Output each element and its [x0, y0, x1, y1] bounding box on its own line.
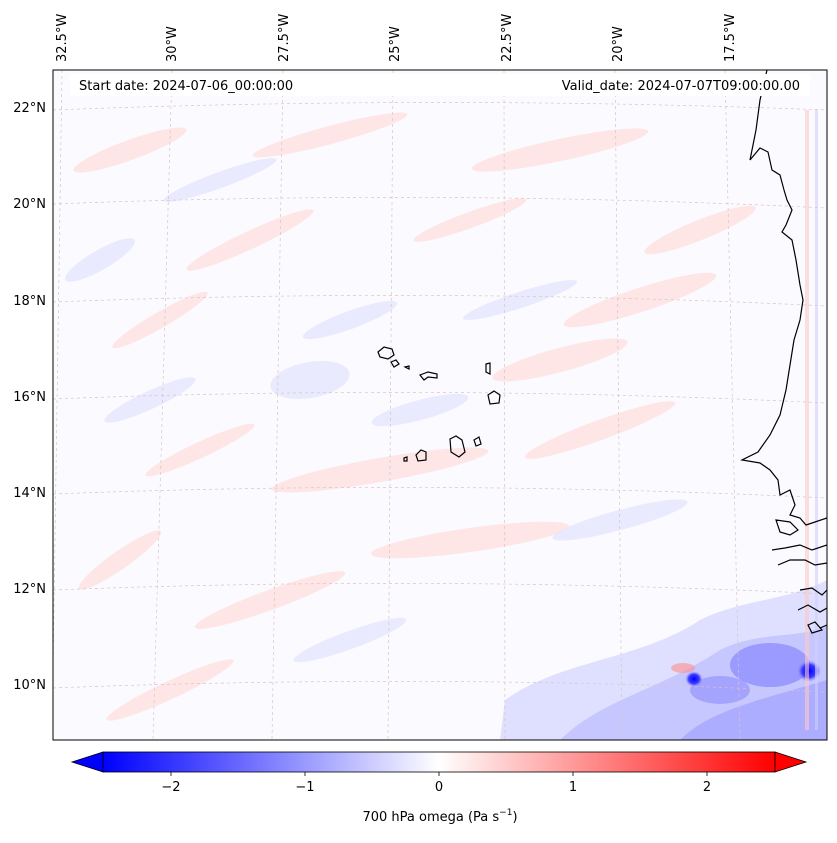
lat-label-12n: 12°N — [13, 582, 46, 597]
colorbar-max-extend — [774, 751, 808, 773]
lat-label-16n: 16°N — [13, 390, 46, 405]
colorbar: −2 −1 0 1 2 700 hPa omega (Pa s−1) — [70, 751, 808, 825]
longitude-labels: 32.5°W 30°W 27.5°W 25°W 22.5°W 20°W 17.5… — [55, 14, 738, 62]
africa-coastline — [740, 70, 827, 634]
lon-label-27-5w: 27.5°W — [277, 14, 292, 62]
lat-label-18n: 18°N — [13, 294, 46, 309]
colorbar-label-main: 700 hPa omega (Pa s — [362, 810, 499, 825]
latitude-gridlines — [53, 102, 827, 693]
colorbar-gradient — [102, 751, 776, 773]
colorbar-tick-1: 1 — [569, 780, 577, 795]
colorbar-label-superscript: −1 — [499, 808, 512, 818]
start-date-label: Start date: 2024-07-06_00:00:00 — [79, 79, 293, 94]
valid-date-label: Valid_date: 2024-07-07T09:00:00.00 — [562, 79, 800, 94]
lon-label-22-5w: 22.5°W — [500, 14, 515, 62]
omega-field — [53, 70, 827, 740]
colorbar-label: 700 hPa omega (Pa s−1) — [362, 808, 517, 825]
latitude-labels: 22°N 20°N 18°N 16°N 14°N 12°N 10°N — [13, 101, 46, 693]
lon-label-30w: 30°W — [165, 26, 180, 62]
low-omega-band — [500, 580, 827, 740]
colorbar-tick-0: 0 — [435, 780, 443, 795]
cape-verde-islands — [377, 346, 501, 462]
longitude-gridlines — [53, 70, 741, 740]
lat-label-22n: 22°N — [13, 101, 46, 116]
lon-label-20w: 20°W — [611, 26, 626, 62]
colorbar-tick-neg1: −1 — [295, 780, 314, 795]
date-banner — [70, 74, 810, 96]
lon-label-25w: 25°W — [388, 26, 403, 62]
lat-label-10n: 10°N — [13, 678, 46, 693]
colorbar-tick-2: 2 — [703, 780, 711, 795]
colorbar-label-suffix: ) — [512, 810, 517, 825]
lon-label-17-5w: 17.5°W — [723, 14, 738, 62]
colorbar-min-extend — [70, 751, 104, 773]
colorbar-tick-neg2: −2 — [161, 780, 180, 795]
lat-label-14n: 14°N — [13, 486, 46, 501]
lat-label-20n: 20°N — [13, 197, 46, 212]
lon-label-32-5w: 32.5°W — [55, 14, 70, 62]
map-frame — [52, 69, 828, 741]
